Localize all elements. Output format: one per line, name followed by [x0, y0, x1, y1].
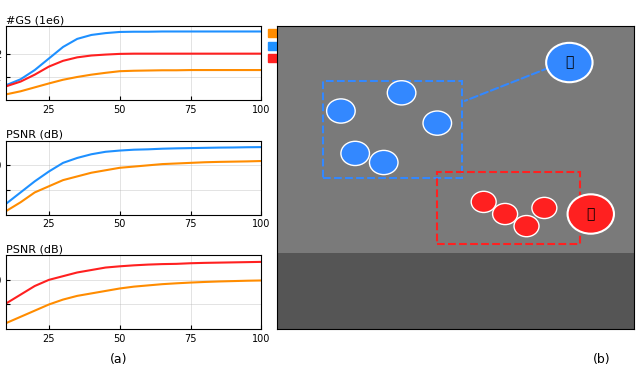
Circle shape — [493, 203, 518, 225]
Text: (a): (a) — [109, 353, 127, 365]
Circle shape — [514, 215, 539, 237]
Text: 📷: 📷 — [565, 55, 573, 70]
Text: (b): (b) — [593, 353, 611, 365]
Circle shape — [341, 141, 369, 166]
Circle shape — [532, 197, 557, 218]
Circle shape — [387, 81, 416, 105]
Circle shape — [568, 194, 614, 234]
Text: PSNR (dB): PSNR (dB) — [6, 130, 63, 140]
Text: 📷: 📷 — [587, 207, 595, 221]
Text: PSNR (dB): PSNR (dB) — [6, 245, 63, 254]
Circle shape — [369, 150, 398, 175]
Bar — [276, 254, 634, 329]
Circle shape — [423, 111, 452, 135]
Circle shape — [471, 191, 496, 212]
Circle shape — [326, 99, 355, 123]
Legend: Merge, Aerial, Street: Merge, Aerial, Street — [266, 27, 319, 65]
Circle shape — [546, 43, 593, 82]
Text: #GS (1e6): #GS (1e6) — [6, 15, 65, 25]
